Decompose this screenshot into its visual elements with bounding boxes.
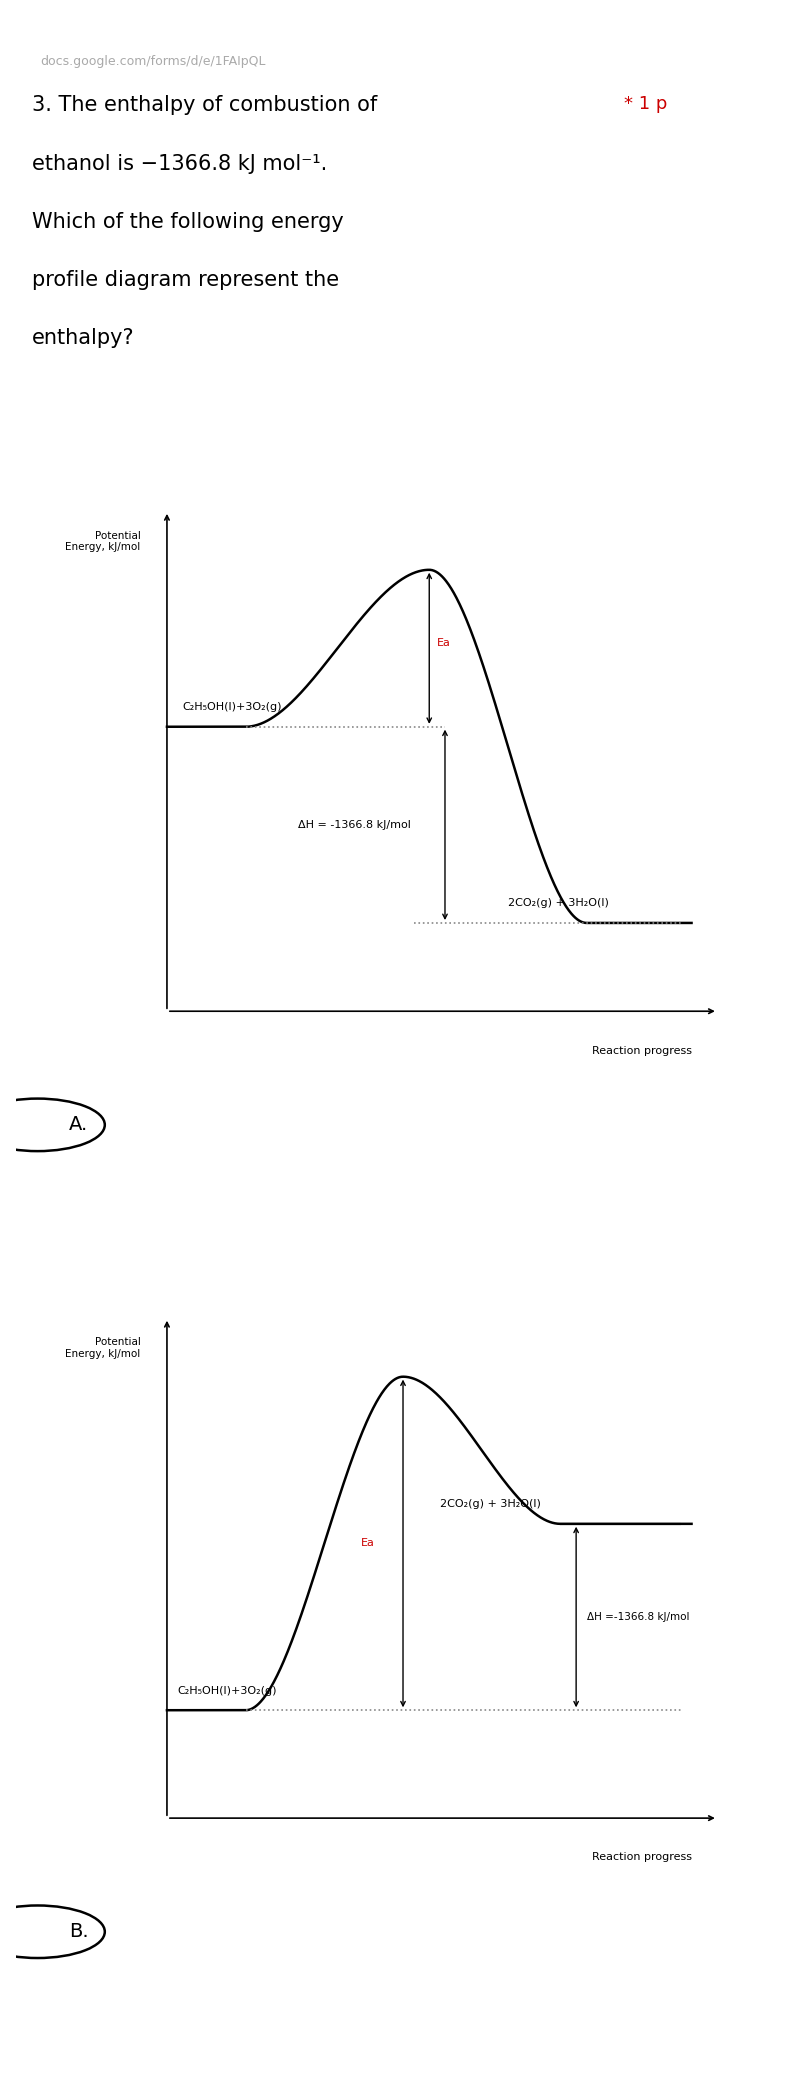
Text: Reaction progress: Reaction progress xyxy=(591,1045,691,1055)
Text: B.: B. xyxy=(69,1922,89,1941)
Text: C₂H₅OH(l)+3O₂(g): C₂H₅OH(l)+3O₂(g) xyxy=(182,703,282,713)
Text: 3. The enthalpy of combustion of: 3. The enthalpy of combustion of xyxy=(32,96,378,115)
Text: A.: A. xyxy=(69,1115,88,1134)
Text: docs.google.com/forms/d/e/1FAIpQL: docs.google.com/forms/d/e/1FAIpQL xyxy=(40,56,266,69)
Text: Which of the following energy: Which of the following energy xyxy=(32,213,344,231)
Text: profile diagram represent the: profile diagram represent the xyxy=(32,269,339,290)
Text: ethanol is −1366.8 kJ mol⁻¹.: ethanol is −1366.8 kJ mol⁻¹. xyxy=(32,154,327,173)
Text: C₂H₅OH(l)+3O₂(g): C₂H₅OH(l)+3O₂(g) xyxy=(178,1685,277,1695)
Text: ✓: ✓ xyxy=(764,29,780,50)
Text: * 1 p: * 1 p xyxy=(624,96,667,113)
Text: Ea: Ea xyxy=(437,638,451,648)
Text: ΔH =-1366.8 kJ/mol: ΔH =-1366.8 kJ/mol xyxy=(586,1612,689,1622)
Text: 2CO₂(g) + 3H₂O(l): 2CO₂(g) + 3H₂O(l) xyxy=(440,1499,541,1510)
Text: Potential
Energy, kJ/mol: Potential Energy, kJ/mol xyxy=(66,530,141,553)
Text: Reaction progress: Reaction progress xyxy=(591,1851,691,1862)
Text: Ea: Ea xyxy=(361,1539,375,1549)
Text: ΔH = -1366.8 kJ/mol: ΔH = -1366.8 kJ/mol xyxy=(298,819,411,830)
Text: UPS T (DK 024): UPS T (DK 024) xyxy=(40,13,194,31)
Text: 2CO₂(g) + 3H₂O(l): 2CO₂(g) + 3H₂O(l) xyxy=(508,899,609,909)
Text: Potential
Energy, kJ/mol: Potential Energy, kJ/mol xyxy=(66,1336,141,1359)
Text: enthalpy?: enthalpy? xyxy=(32,327,134,348)
